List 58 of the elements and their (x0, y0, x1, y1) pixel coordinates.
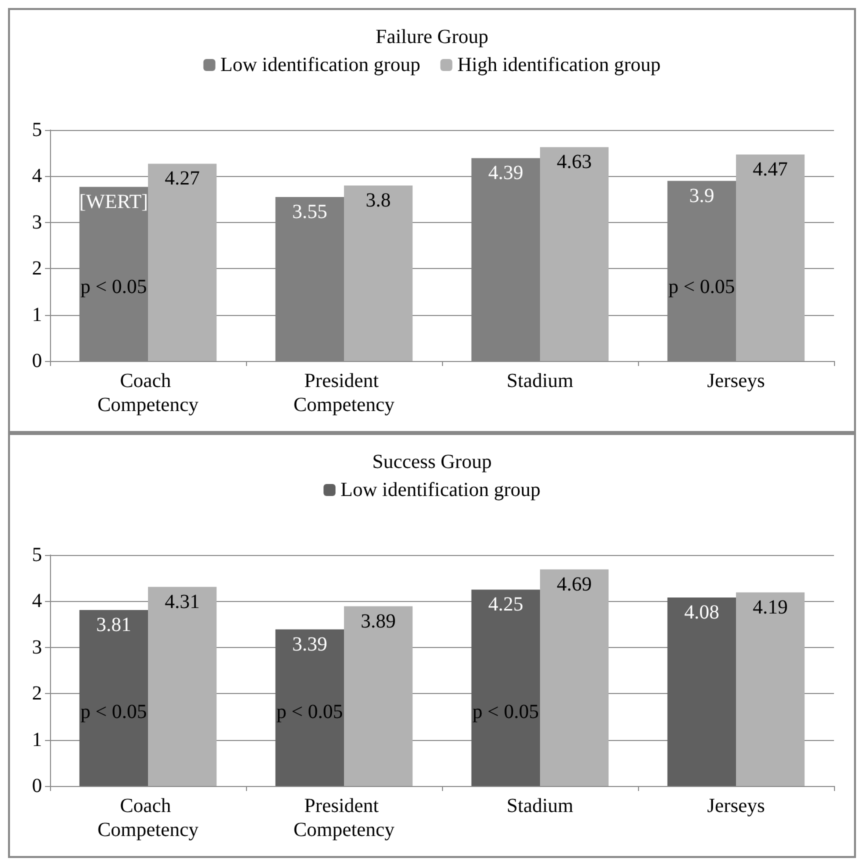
bar (667, 598, 736, 786)
data-label: 4.19 (752, 596, 788, 618)
x-tick-label: Coach Competency (97, 370, 199, 416)
bar (344, 185, 413, 361)
data-label: 4.39 (488, 162, 524, 184)
chart-title: Success Group (372, 451, 492, 473)
data-label: 3.81 (96, 614, 132, 636)
data-label: 4.47 (752, 158, 788, 180)
bar (471, 590, 540, 786)
x-tick-label: President Competency (293, 370, 395, 416)
y-tick-label: 3 (32, 211, 42, 234)
bar (736, 154, 805, 361)
bar (736, 592, 805, 786)
y-tick-label: 4 (32, 590, 42, 612)
legend-label: High identification group (457, 54, 661, 76)
legend-label: Low identification group (340, 479, 540, 501)
y-tick-label: 0 (32, 775, 42, 797)
data-label: 4.25 (488, 594, 524, 616)
x-tick-label: Stadium (506, 795, 574, 817)
y-tick-label: 5 (32, 544, 42, 566)
y-tick-label: 1 (32, 728, 42, 751)
data-label: 3.9 (689, 184, 714, 207)
annotation: p < 0.05 (276, 701, 343, 724)
annotation: p < 0.05 (668, 276, 735, 298)
bar (540, 569, 609, 786)
legend-label: Low identification group (220, 54, 420, 76)
x-tick-label: Jerseys (707, 795, 766, 817)
annotation: p < 0.05 (80, 276, 147, 298)
x-tick-label: Stadium (506, 370, 574, 392)
y-tick-label: 2 (32, 258, 42, 280)
data-label: 3.89 (360, 610, 396, 632)
bar (148, 586, 217, 786)
y-tick-label: 4 (32, 165, 42, 188)
y-tick-label: 2 (32, 682, 42, 705)
data-label: 4.27 (164, 168, 200, 190)
bar (148, 164, 217, 361)
data-label: 3.8 (366, 189, 391, 212)
bar (540, 147, 609, 361)
y-tick-label: 3 (32, 636, 42, 658)
bar (275, 629, 344, 786)
data-label: 4.63 (556, 151, 592, 174)
bar (344, 606, 413, 786)
data-label: 4.69 (556, 573, 592, 596)
data-label: 4.31 (164, 590, 200, 613)
y-tick-label: 1 (32, 304, 42, 326)
bar (79, 610, 148, 786)
data-label: 3.55 (292, 200, 328, 223)
data-label: 4.08 (684, 602, 720, 624)
y-tick-label: 5 (32, 119, 42, 141)
annotation: p < 0.05 (80, 701, 147, 724)
data-label: [WERT] (79, 190, 148, 213)
y-tick-label: 0 (32, 350, 42, 372)
x-tick-label: Jerseys (707, 370, 766, 392)
x-tick-label: Coach Competency (97, 795, 199, 841)
data-label: 3.39 (292, 633, 328, 656)
chart-title: Failure Group (376, 26, 488, 48)
annotation: p < 0.05 (472, 701, 539, 724)
x-tick-label: President Competency (293, 795, 395, 841)
